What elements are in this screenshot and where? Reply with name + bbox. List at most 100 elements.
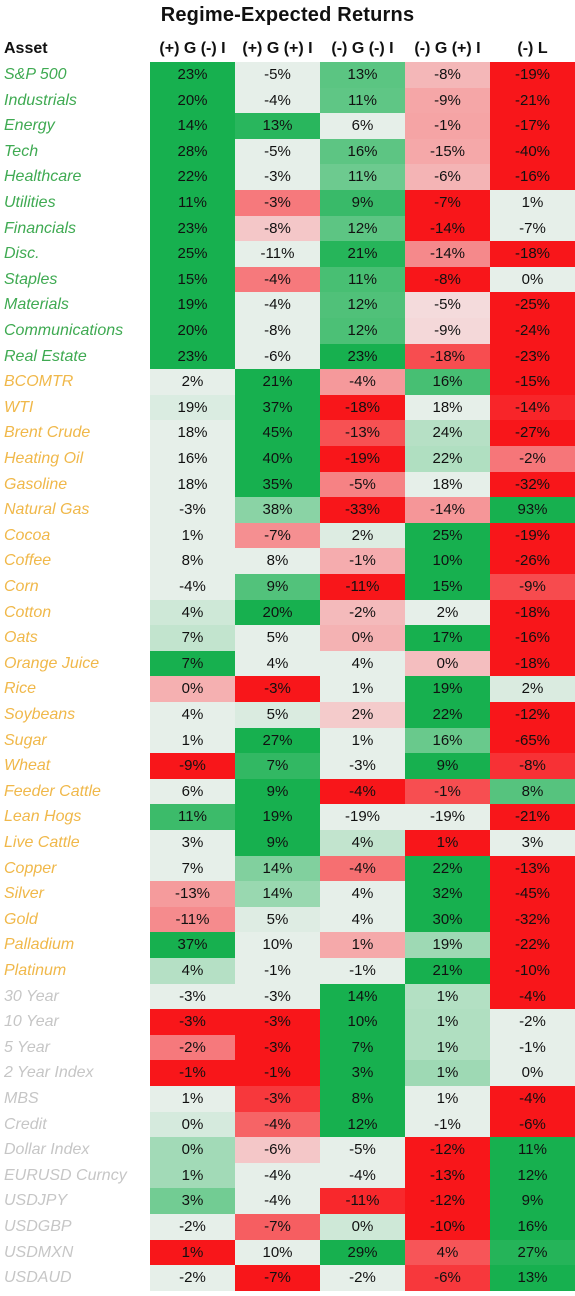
- heatmap-cell: -8%: [490, 753, 575, 779]
- heatmap-cell: 4%: [320, 881, 405, 907]
- heatmap-cell: -10%: [405, 1214, 490, 1240]
- heatmap-cell: -1%: [490, 1034, 575, 1061]
- heatmap-cell: 7%: [320, 1034, 405, 1061]
- heatmap-cell: 18%: [150, 420, 235, 446]
- table-row: Sugar 1% 27% 1% 16% -65%: [0, 727, 575, 754]
- table-row: Lean Hogs 11% 19% -19% -19% -21%: [0, 804, 575, 830]
- asset-label: Live Cattle: [4, 834, 80, 851]
- asset-label: Corn: [4, 578, 39, 595]
- heatmap-cell: 40%: [235, 446, 320, 472]
- asset-label: BCOMTR: [4, 373, 74, 391]
- table-row: USDMXN 1% 10% 29% 4% 27%: [0, 1239, 575, 1266]
- heatmap-cell: 10%: [320, 1009, 405, 1035]
- heatmap-cell: 21%: [235, 369, 320, 395]
- heatmap-cell: -8%: [405, 266, 490, 293]
- asset-label: Gasoline: [4, 475, 68, 493]
- heatmap-cell: 11%: [150, 190, 235, 216]
- heatmap-cell: -2%: [490, 446, 575, 472]
- heatmap-cell: -2%: [320, 1265, 405, 1291]
- heatmap-cell: -4%: [490, 983, 575, 1010]
- heatmap-cell: -19%: [490, 62, 575, 88]
- heatmap-cell: 19%: [150, 394, 235, 421]
- heatmap-cell: 0%: [320, 625, 405, 651]
- table-row: Materials 19% -4% 12% -5% -25%: [0, 292, 575, 318]
- heatmap-cell: -6%: [405, 1265, 490, 1291]
- heatmap-cell: 20%: [150, 87, 235, 114]
- heatmap-cell: 27%: [235, 727, 320, 754]
- header-col-3: (-) G (-) I: [331, 40, 394, 57]
- heatmap-cell: -10%: [490, 958, 575, 984]
- heatmap-cell: 11%: [320, 266, 405, 293]
- asset-label: Cotton: [4, 603, 52, 621]
- heatmap-cell: 19%: [150, 292, 235, 318]
- heatmap-cell: 18%: [405, 394, 490, 421]
- heatmap-cell: 2%: [150, 369, 235, 395]
- heatmap-cell: 1%: [320, 676, 405, 702]
- heatmap-cell: 18%: [405, 471, 490, 498]
- heatmap-cell: -65%: [490, 727, 575, 754]
- heatmap-cell: -18%: [490, 650, 575, 677]
- heatmap-cell: 7%: [235, 753, 320, 779]
- table-row: Coffee 8% 8% -1% 10% -26%: [0, 548, 575, 574]
- heatmap-cell: 15%: [150, 266, 235, 293]
- table-row: Tech 28% -5% 16% -15% -40%: [0, 138, 575, 165]
- heatmap-cell: -9%: [405, 87, 490, 114]
- heatmap-cell: -24%: [490, 318, 575, 344]
- asset-label: Platinum: [4, 962, 67, 979]
- asset-label: MBS: [4, 1090, 39, 1107]
- table-row: Rice 0% -3% 1% 19% 2%: [0, 676, 575, 702]
- heatmap-cell: -3%: [235, 983, 320, 1010]
- heatmap-cell: -12%: [490, 702, 575, 728]
- asset-label: Disc.: [4, 245, 40, 263]
- heatmap-cell: -22%: [490, 932, 575, 958]
- table-row: Industrials 20% -4% 11% -9% -21%: [0, 87, 575, 114]
- heatmap-cell: -4%: [320, 1162, 405, 1189]
- asset-label: Credit: [4, 1115, 47, 1133]
- asset-label: Coffee: [4, 552, 52, 570]
- asset-label: Silver: [4, 885, 45, 903]
- heatmap-cell: 93%: [490, 497, 575, 523]
- table-row: 30 Year -3% -3% 14% 1% -4%: [0, 983, 575, 1010]
- asset-label: Lean Hogs: [4, 808, 82, 826]
- heatmap-cell: 9%: [320, 190, 405, 216]
- heatmap-cell: -12%: [405, 1188, 490, 1214]
- heatmap-cell: 2%: [405, 599, 490, 626]
- asset-label: Real Estate: [4, 347, 87, 365]
- heatmap-cell: -8%: [405, 62, 490, 88]
- heatmap-cell: -8%: [235, 318, 320, 344]
- heatmap-cell: -2%: [150, 1214, 235, 1240]
- heatmap-cell: 23%: [320, 343, 405, 370]
- heatmap-cell: 15%: [405, 574, 490, 600]
- heatmap-cell: -4%: [235, 1188, 320, 1214]
- heatmap-cell: 3%: [490, 830, 575, 856]
- heatmap-cell: -18%: [490, 599, 575, 626]
- header-col-5: (-) L: [517, 40, 548, 57]
- asset-label: Palladium: [4, 936, 75, 954]
- heatmap-cell: 1%: [405, 983, 490, 1010]
- heatmap-cell: 14%: [235, 855, 320, 882]
- heatmap-cell: 30%: [405, 906, 490, 933]
- table-row: 10 Year -3% -3% 10% 1% -2%: [0, 1009, 575, 1035]
- heatmap-cell: 4%: [320, 906, 405, 933]
- heatmap-cell: 0%: [490, 266, 575, 293]
- heatmap-cell: 8%: [235, 548, 320, 574]
- heatmap-cell: 2%: [320, 702, 405, 728]
- heatmap-cell: -1%: [320, 548, 405, 574]
- heatmap-cell: -45%: [490, 881, 575, 907]
- heatmap-cell: -14%: [490, 394, 575, 421]
- heatmap-cell: -15%: [405, 138, 490, 165]
- table-row: USDAUD -2% -7% -2% -6% 13%: [0, 1265, 575, 1291]
- table-row: Financials 23% -8% 12% -14% -7%: [0, 215, 575, 242]
- heatmap-cell: 4%: [150, 599, 235, 626]
- table-row: Brent Crude 18% 45% -13% 24% -27%: [0, 420, 575, 446]
- chart-title: Regime-Expected Returns: [160, 4, 415, 26]
- table-row: Corn -4% 9% -11% 15% -9%: [0, 574, 575, 600]
- heatmap-cell: -23%: [490, 343, 575, 370]
- heatmap-cell: -14%: [405, 215, 490, 242]
- asset-label: 30 Year: [4, 987, 59, 1005]
- asset-label: USDAUD: [4, 1269, 72, 1287]
- heatmap-cell: 7%: [150, 650, 235, 677]
- heatmap-cell: -19%: [320, 446, 405, 472]
- heatmap-cell: -16%: [490, 625, 575, 651]
- table-row: Orange Juice 7% 4% 4% 0% -18%: [0, 650, 575, 677]
